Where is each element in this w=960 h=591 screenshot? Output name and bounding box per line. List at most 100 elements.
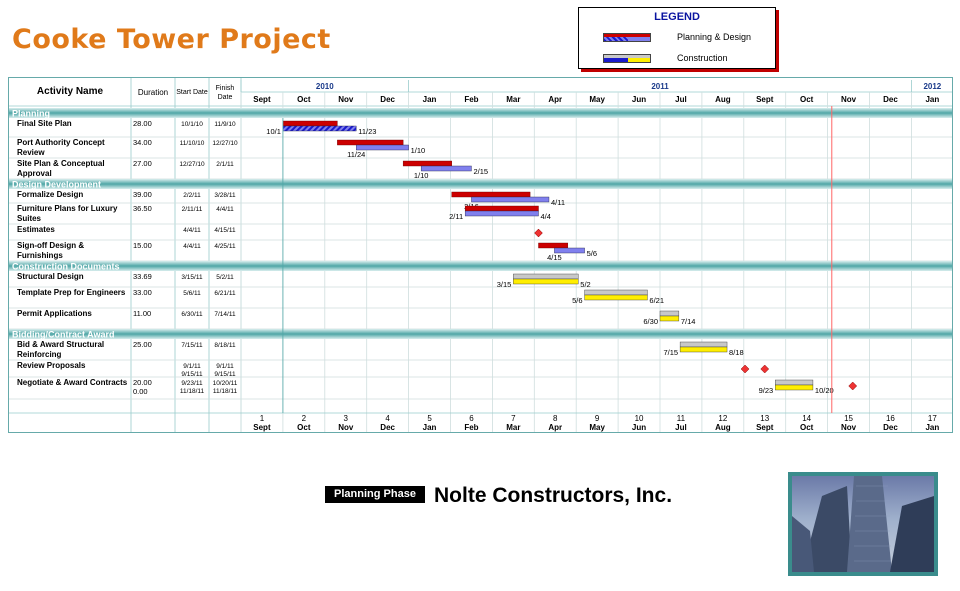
task-start: 9/1/11 [183,363,201,370]
month-label: Aug [715,95,731,104]
task-finish: 11/18/11 [213,388,238,395]
task-name: Suites [17,214,42,223]
task-duration: 25.00 [133,340,152,349]
task-start: 12/27/10 [179,161,205,168]
section-band [9,179,952,189]
gantt-chart: Activity Name Duration Start Date Finish… [8,77,953,433]
date-label: 4/15 [547,253,562,262]
month-label: Oct [800,95,814,104]
footer-month-label: Nov [841,423,857,432]
gantt-timeline: 2010 2011 2012Sept1SeptOct2OctNov3NovDec4D… [9,78,952,432]
header-activity: Activity Name [36,86,104,97]
footer-month-label: Oct [800,423,814,432]
month-number: 9 [595,414,600,423]
month-label: Jan [925,95,939,104]
month-label: Nov [841,95,857,104]
footer-month-label: Dec [380,423,395,432]
legend-title: LEGEND [654,11,700,23]
project-title: Cooke Tower Project [12,24,331,55]
task-name: Review [17,148,45,157]
task-name: Estimates [17,225,55,234]
task-duration: 39.00 [133,190,152,199]
footer-month-label: Jan [925,423,939,432]
task-start: 10/1/10 [181,121,203,128]
task-duration: 34.00 [133,138,152,147]
footer-month-label: Aug [715,423,731,432]
task-name: Permit Applications [17,309,92,318]
section-label: Bidding/Contract Award [12,330,115,340]
task-name: Final Site Plan [17,119,72,128]
month-label: Dec [380,95,395,104]
task-duration: 20.00 [133,378,152,387]
footer-month-label: Feb [464,423,478,432]
task-name: Template Prep for Engineers [17,288,126,297]
month-number: 8 [553,414,558,423]
month-label: Feb [464,95,478,104]
task-finish: 5/2/11 [216,274,234,281]
footer-month-label: Nov [338,423,354,432]
task-start: 5/6/11 [183,290,201,297]
header-finish-line2: Date [217,94,233,101]
date-label: 9/23 [759,386,774,395]
section-label: Design Development [12,180,101,190]
section-label: Planning [12,109,50,119]
task-finish: 4/4/11 [216,206,234,213]
task-duration: 11.00 [133,309,151,318]
section-band [9,261,952,271]
footer-month-label: Apr [548,423,562,432]
legend-label-construction: Construction [677,53,728,63]
task-finish: 4/25/11 [214,243,236,250]
task-name: Furnishings [17,251,63,260]
milestone-diamond [740,364,750,374]
month-number: 4 [385,414,390,423]
task-start: 2/2/11 [183,192,201,199]
month-number: 13 [760,414,769,423]
milestone-diamond [534,228,543,238]
date-label: 11/23 [358,127,376,136]
month-label: Nov [338,95,354,104]
section-band [9,108,952,118]
header-duration: Duration [137,88,169,97]
date-label: 7/14 [681,317,696,326]
month-label: Jul [675,95,687,104]
date-label: 5/6 [587,249,597,258]
planned-bar [337,139,404,146]
task-name: Site Plan & Conceptual [17,159,105,168]
task-finish: 9/1/11 [216,363,234,370]
construction-bar [513,278,579,285]
date-label: 4/11 [551,198,565,207]
month-label: May [589,95,605,104]
task-start: 9/23/11 [181,380,203,387]
baseline-bar [659,310,680,317]
task-finish: 7/14/11 [214,311,236,318]
task-finish: 9/15/11 [214,371,236,378]
planned-bar [451,191,531,198]
month-label: Dec [883,95,898,104]
task-name: Approval [17,169,52,178]
date-label: 6/21 [649,296,664,305]
task-start: 11/10/10 [180,140,205,147]
footer-month-label: Mar [506,423,520,432]
planned-bar [464,205,539,212]
planned-bar [538,242,569,249]
task-duration: 28.00 [133,119,152,128]
month-number: 17 [928,414,937,423]
footer-month-label: Jul [675,423,687,432]
date-label: 2/15 [473,167,488,176]
date-label: 7/15 [664,348,679,357]
date-label: 1/10 [411,146,426,155]
month-label: Sept [756,95,774,104]
task-duration: 0.00 [133,387,148,396]
month-label: Jan [423,95,437,104]
header-finish: Finish Date [209,84,241,102]
actual-bar [554,247,585,254]
footer-month-label: Dec [883,423,898,432]
actual-bar [471,196,550,203]
task-start: 6/30/11 [181,311,203,318]
month-number: 5 [427,414,432,423]
task-name: Sign-off Design & [17,241,84,250]
footer-month-label: Sept [253,423,271,432]
month-number: 7 [511,414,516,423]
date-label: 10/1 [266,127,281,136]
task-finish: 3/28/11 [214,192,236,199]
